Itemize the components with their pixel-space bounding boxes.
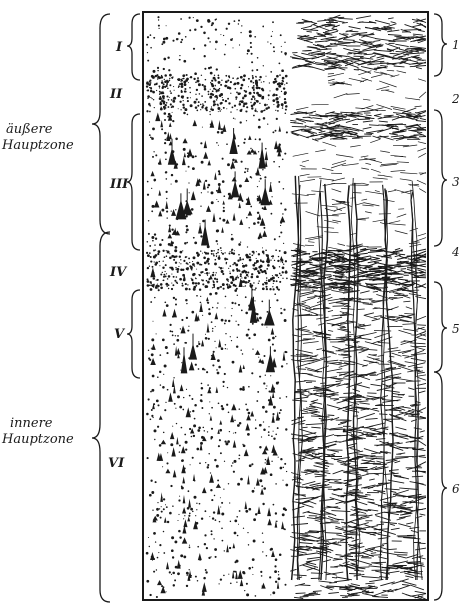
fiber-label-2: 2 xyxy=(451,92,460,106)
fiber-stain-column xyxy=(289,14,427,600)
fiber-3-brace xyxy=(433,109,448,247)
inner-zone-label-line2: Hauptzone xyxy=(1,432,74,447)
inner-zone-brace xyxy=(91,231,111,603)
layer-V-brace xyxy=(126,289,141,379)
outer-zone-label-line2: Hauptzone xyxy=(1,138,74,153)
fiber-label-4: 4 xyxy=(451,245,460,259)
layer-label-I: I xyxy=(115,40,123,55)
fiber-1-brace xyxy=(433,13,448,77)
layer-III-brace xyxy=(126,113,141,251)
fiber-label-3: 3 xyxy=(452,175,460,189)
fiber-label-1: 1 xyxy=(452,38,460,52)
fiber-label-6: 6 xyxy=(452,482,460,496)
outer-zone-label-line1: äußere xyxy=(6,122,53,137)
layer-label-V: V xyxy=(114,327,126,342)
layer-I-brace xyxy=(126,13,141,81)
fiber-6-brace xyxy=(433,371,448,601)
panel-frame xyxy=(142,11,429,601)
layer-label-III: III xyxy=(109,177,129,192)
inner-zone-label-line1: innere xyxy=(10,416,53,431)
fiber-label-5: 5 xyxy=(452,322,460,336)
outer-zone-brace xyxy=(91,13,111,235)
cell-stain-column xyxy=(145,16,289,599)
fiber-5-brace xyxy=(433,281,448,373)
layer-label-IV: IV xyxy=(109,265,128,280)
layer-label-II: II xyxy=(109,87,123,102)
layer-label-VI: VI xyxy=(108,456,125,471)
